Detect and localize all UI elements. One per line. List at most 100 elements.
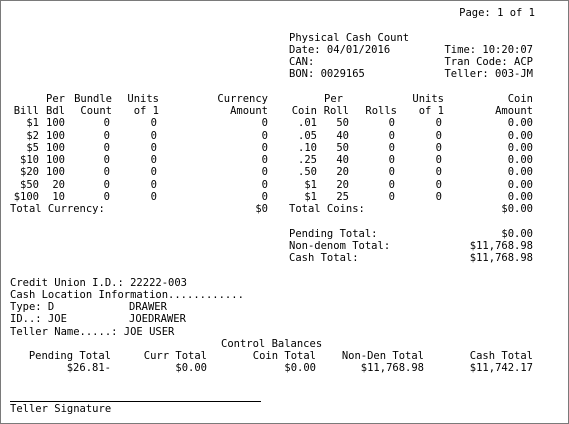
coin-units[interactable]: 0	[435, 130, 442, 142]
currency-bundle-count[interactable]: 0	[103, 117, 110, 129]
pending-total-value: $0.00	[501, 228, 533, 240]
currency-units[interactable]: 0	[150, 179, 157, 191]
currency-units[interactable]: 0	[150, 166, 157, 178]
total-coins-label: Total Coins:	[289, 203, 365, 215]
cash-total-value: $11,768.98	[469, 252, 533, 264]
currency-header-bill: Bill	[13, 105, 39, 117]
currency-amount: 0	[261, 142, 268, 154]
currency-bundle-count[interactable]: 0	[103, 191, 110, 203]
location-type-value: DRAWER	[129, 301, 167, 313]
coin-units[interactable]: 0	[435, 142, 442, 154]
control-header: Curr Total	[143, 350, 207, 362]
currency-bundle-count[interactable]: 0	[103, 154, 110, 166]
control-value: $11,768.98	[360, 362, 424, 374]
currency-units[interactable]: 0	[150, 130, 157, 142]
currency-per-bundle: 100	[46, 166, 65, 178]
coin-denomination: .25	[298, 154, 317, 166]
currency-per-bundle: 100	[46, 142, 65, 154]
currency-header-of1: of 1	[133, 105, 159, 117]
control-value: $0.00	[284, 362, 316, 374]
currency-amount: 0	[261, 191, 268, 203]
coin-units[interactable]: 0	[435, 166, 442, 178]
currency-amount: 0	[261, 179, 268, 191]
location-type-label: Type: D	[10, 301, 55, 313]
coin-denomination: $1	[304, 191, 317, 203]
coin-denomination: .50	[298, 166, 317, 178]
currency-units[interactable]: 0	[150, 154, 157, 166]
currency-per-bundle: 100	[46, 130, 65, 142]
report-title: Physical Cash Count	[289, 32, 410, 44]
currency-units[interactable]: 0	[150, 142, 157, 154]
teller-signature-label: Teller Signature	[10, 403, 112, 415]
currency-bill: $50	[20, 179, 39, 191]
page-indicator: Page: 1 of 1	[459, 7, 535, 19]
control-header: Coin Total	[252, 350, 316, 362]
coin-per-roll: 40	[336, 130, 349, 142]
currency-header-amount: Amount	[230, 105, 268, 117]
teller-name: Teller Name.....: JOE USER	[10, 326, 175, 338]
coin-per-roll: 20	[336, 179, 349, 191]
report-date: Date: 04/01/2016	[289, 44, 391, 56]
control-header: Non-Den Total	[341, 350, 424, 362]
currency-bundle-count[interactable]: 0	[103, 166, 110, 178]
coin-units[interactable]: 0	[435, 154, 442, 166]
coin-denomination: .05	[298, 130, 317, 142]
coin-rolls[interactable]: 0	[388, 130, 395, 142]
currency-units[interactable]: 0	[150, 191, 157, 203]
coin-amount: 0.00	[507, 130, 533, 142]
currency-amount: 0	[261, 166, 268, 178]
coin-amount: 0.00	[507, 117, 533, 129]
credit-union-id: Credit Union I.D.: 22222-003	[10, 277, 188, 289]
coin-denomination: .01	[298, 117, 317, 129]
coin-header-coin-col: Coin	[291, 105, 317, 117]
coin-rolls[interactable]: 0	[388, 166, 395, 178]
coin-header-rolls: Rolls	[365, 105, 397, 117]
control-header: Cash Total	[469, 350, 533, 362]
total-currency-value: $0	[255, 203, 268, 215]
currency-bundle-count[interactable]: 0	[103, 179, 110, 191]
currency-units[interactable]: 0	[150, 117, 157, 129]
currency-per-bundle: 100	[46, 154, 65, 166]
coin-denomination: .10	[298, 142, 317, 154]
coin-denomination: $1	[304, 179, 317, 191]
coin-amount: 0.00	[507, 166, 533, 178]
currency-bill: $20	[20, 166, 39, 178]
signature-line	[10, 401, 261, 402]
coin-header-amount: Amount	[495, 105, 533, 117]
coin-units[interactable]: 0	[435, 179, 442, 191]
coin-per-roll: 20	[336, 166, 349, 178]
coin-rolls[interactable]: 0	[388, 142, 395, 154]
coin-amount: 0.00	[507, 154, 533, 166]
currency-header-bdl: Bdl	[46, 105, 65, 117]
currency-per-bundle: 10	[52, 191, 65, 203]
coin-rolls[interactable]: 0	[388, 179, 395, 191]
coin-per-roll: 50	[336, 117, 349, 129]
coin-header-units: Units	[412, 93, 444, 105]
coin-header-of1: of 1	[418, 105, 444, 117]
report-can: CAN:	[289, 56, 315, 68]
currency-bill: $1	[26, 117, 39, 129]
currency-bill: $10	[20, 154, 39, 166]
currency-header-currency: Currency	[217, 93, 268, 105]
coin-amount: 0.00	[507, 179, 533, 191]
report-teller: Teller: 003-JM	[444, 68, 533, 80]
coin-rolls[interactable]: 0	[388, 154, 395, 166]
coin-units[interactable]: 0	[435, 191, 442, 203]
cash-total-label: Cash Total:	[289, 252, 359, 264]
currency-bundle-count[interactable]: 0	[103, 130, 110, 142]
coin-rolls[interactable]: 0	[388, 191, 395, 203]
location-id-value: JOEDRAWER	[129, 313, 186, 325]
coin-units[interactable]: 0	[435, 117, 442, 129]
total-coins-value: $0.00	[501, 203, 533, 215]
report-tran-code: Tran Code: ACP	[444, 56, 533, 68]
control-value: $11,742.17	[469, 362, 533, 374]
currency-bundle-count[interactable]: 0	[103, 142, 110, 154]
nondenom-total-value: $11,768.98	[469, 240, 533, 252]
currency-header-bundle: Bundle	[74, 93, 112, 105]
coin-per-roll: 40	[336, 154, 349, 166]
currency-bill: $5	[26, 142, 39, 154]
currency-amount: 0	[261, 117, 268, 129]
coin-rolls[interactable]: 0	[388, 117, 395, 129]
report-bon: BON: 0029165	[289, 68, 365, 80]
